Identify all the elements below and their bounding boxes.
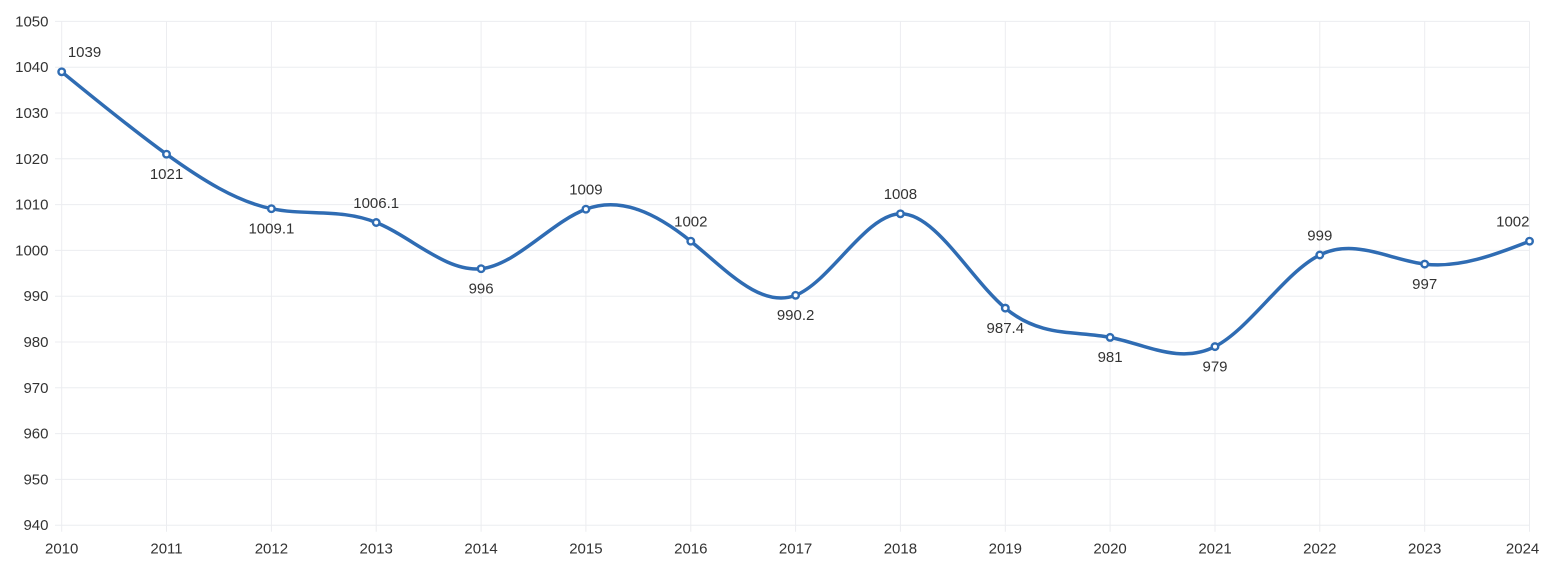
svg-text:979: 979 bbox=[1202, 358, 1227, 375]
svg-text:990.2: 990.2 bbox=[777, 307, 815, 324]
svg-text:2013: 2013 bbox=[360, 541, 393, 558]
svg-text:990: 990 bbox=[23, 288, 48, 305]
svg-text:2020: 2020 bbox=[1093, 541, 1126, 558]
svg-text:987.4: 987.4 bbox=[987, 320, 1025, 337]
svg-text:940: 940 bbox=[23, 517, 48, 534]
svg-text:981: 981 bbox=[1098, 349, 1123, 366]
svg-text:996: 996 bbox=[469, 280, 494, 297]
svg-text:1010: 1010 bbox=[15, 197, 48, 214]
svg-text:1008: 1008 bbox=[884, 186, 917, 203]
svg-text:999: 999 bbox=[1307, 227, 1332, 244]
svg-text:2016: 2016 bbox=[674, 541, 707, 558]
svg-text:2022: 2022 bbox=[1303, 541, 1336, 558]
svg-text:2018: 2018 bbox=[884, 541, 917, 558]
svg-text:2012: 2012 bbox=[255, 541, 288, 558]
svg-text:1006.1: 1006.1 bbox=[353, 195, 399, 212]
svg-text:2024: 2024 bbox=[1506, 541, 1539, 558]
svg-text:1039: 1039 bbox=[68, 44, 101, 61]
svg-text:1040: 1040 bbox=[15, 59, 48, 76]
svg-text:1020: 1020 bbox=[15, 151, 48, 168]
svg-text:2011: 2011 bbox=[150, 541, 182, 558]
svg-text:2021: 2021 bbox=[1198, 541, 1231, 558]
svg-text:2023: 2023 bbox=[1408, 541, 1441, 558]
svg-text:960: 960 bbox=[23, 426, 48, 443]
svg-text:1021: 1021 bbox=[150, 166, 183, 183]
svg-text:2017: 2017 bbox=[779, 541, 812, 558]
svg-text:2014: 2014 bbox=[464, 541, 497, 558]
svg-text:1009: 1009 bbox=[569, 182, 602, 199]
svg-text:1000: 1000 bbox=[15, 242, 48, 259]
svg-text:2015: 2015 bbox=[569, 541, 602, 558]
svg-text:997: 997 bbox=[1412, 276, 1437, 293]
svg-text:1030: 1030 bbox=[15, 105, 48, 122]
svg-text:2010: 2010 bbox=[45, 541, 78, 558]
svg-text:970: 970 bbox=[23, 380, 48, 397]
svg-text:1050: 1050 bbox=[15, 13, 48, 30]
svg-text:1009.1: 1009.1 bbox=[248, 220, 294, 237]
svg-text:980: 980 bbox=[23, 334, 48, 351]
svg-text:1002: 1002 bbox=[674, 214, 707, 231]
svg-text:950: 950 bbox=[23, 471, 48, 488]
svg-text:1002: 1002 bbox=[1496, 214, 1529, 231]
svg-text:2019: 2019 bbox=[989, 541, 1022, 558]
